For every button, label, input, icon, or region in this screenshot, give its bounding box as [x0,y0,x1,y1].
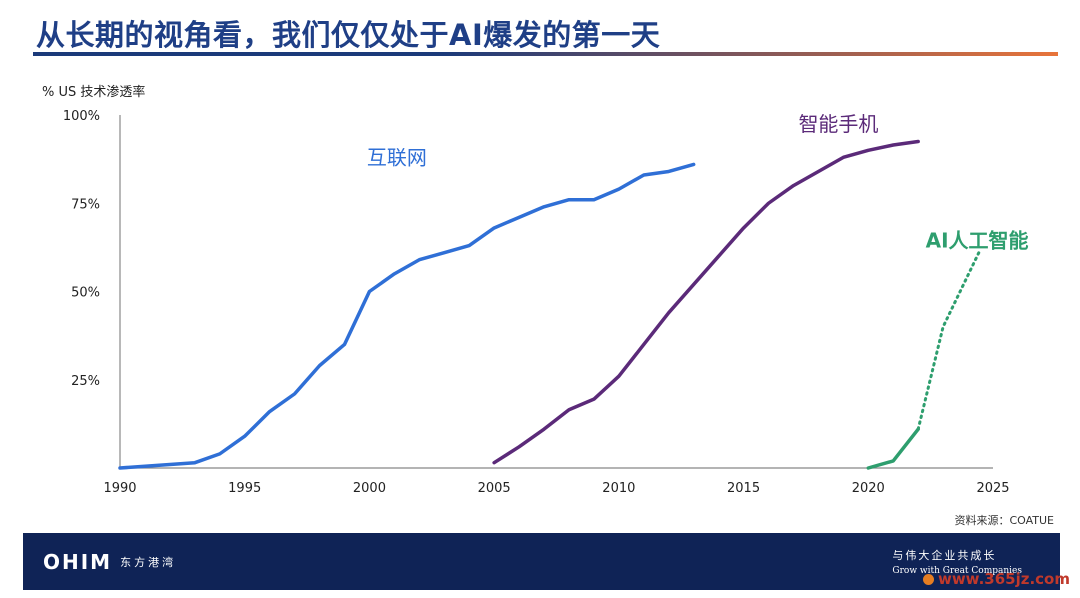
x-tick-label: 2005 [478,481,511,496]
slogan-en: Grow with Great Companies [892,566,1022,576]
y-tick-label: 75% [71,197,100,212]
title-underline [33,52,1058,56]
x-tick-label: 2010 [602,481,635,496]
watermark: www.365jz.com [922,570,1070,588]
y-tick-label: 50% [71,286,100,301]
slogan-cn: 与伟大企业共成长 [892,549,997,562]
logo-subtitle: 东方港湾 [120,556,177,569]
watermark-icon [922,574,934,585]
series-line-1 [492,139,920,465]
x-tick-label: 2025 [976,481,1009,496]
footer-bar: OHIM 东方港湾 与伟大企业共成长 Grow with Great Compa… [23,533,1060,590]
watermark-text: www.365jz.com [937,570,1070,588]
line-chart: % US 技术渗透率 25% 50% 75% 100% 1990 1995 2000 2005 2… [42,84,1029,496]
y-tick-label: 100% [63,109,100,124]
x-tick-label: 2015 [727,481,760,496]
x-tick-label: 2000 [353,481,386,496]
series-line-ai-solid [866,427,920,470]
source-note: 资料来源：COATUE [954,514,1054,527]
y-axis-label: % US 技术渗透率 [42,84,145,100]
x-tick-label: 1990 [103,481,136,496]
slide-title: 从长期的视角看，我们仅仅处于AI爆发的第一天 [36,18,661,52]
series-line-0 [118,162,696,470]
series-line-ai-dotted [916,247,983,431]
y-tick-label: 25% [71,374,100,389]
series-label: AI人工智能 [926,228,1029,252]
company-logo: OHIM 东方港湾 [43,550,176,574]
series-label: 互联网 [367,145,427,169]
slogan: 与伟大企业共成长 Grow with Great Companies [892,547,1022,576]
logo-text: OHIM [43,550,113,574]
x-tick-label: 2020 [852,481,885,496]
series-label: 智能手机 [798,112,878,136]
x-tick-label: 1995 [228,481,261,496]
